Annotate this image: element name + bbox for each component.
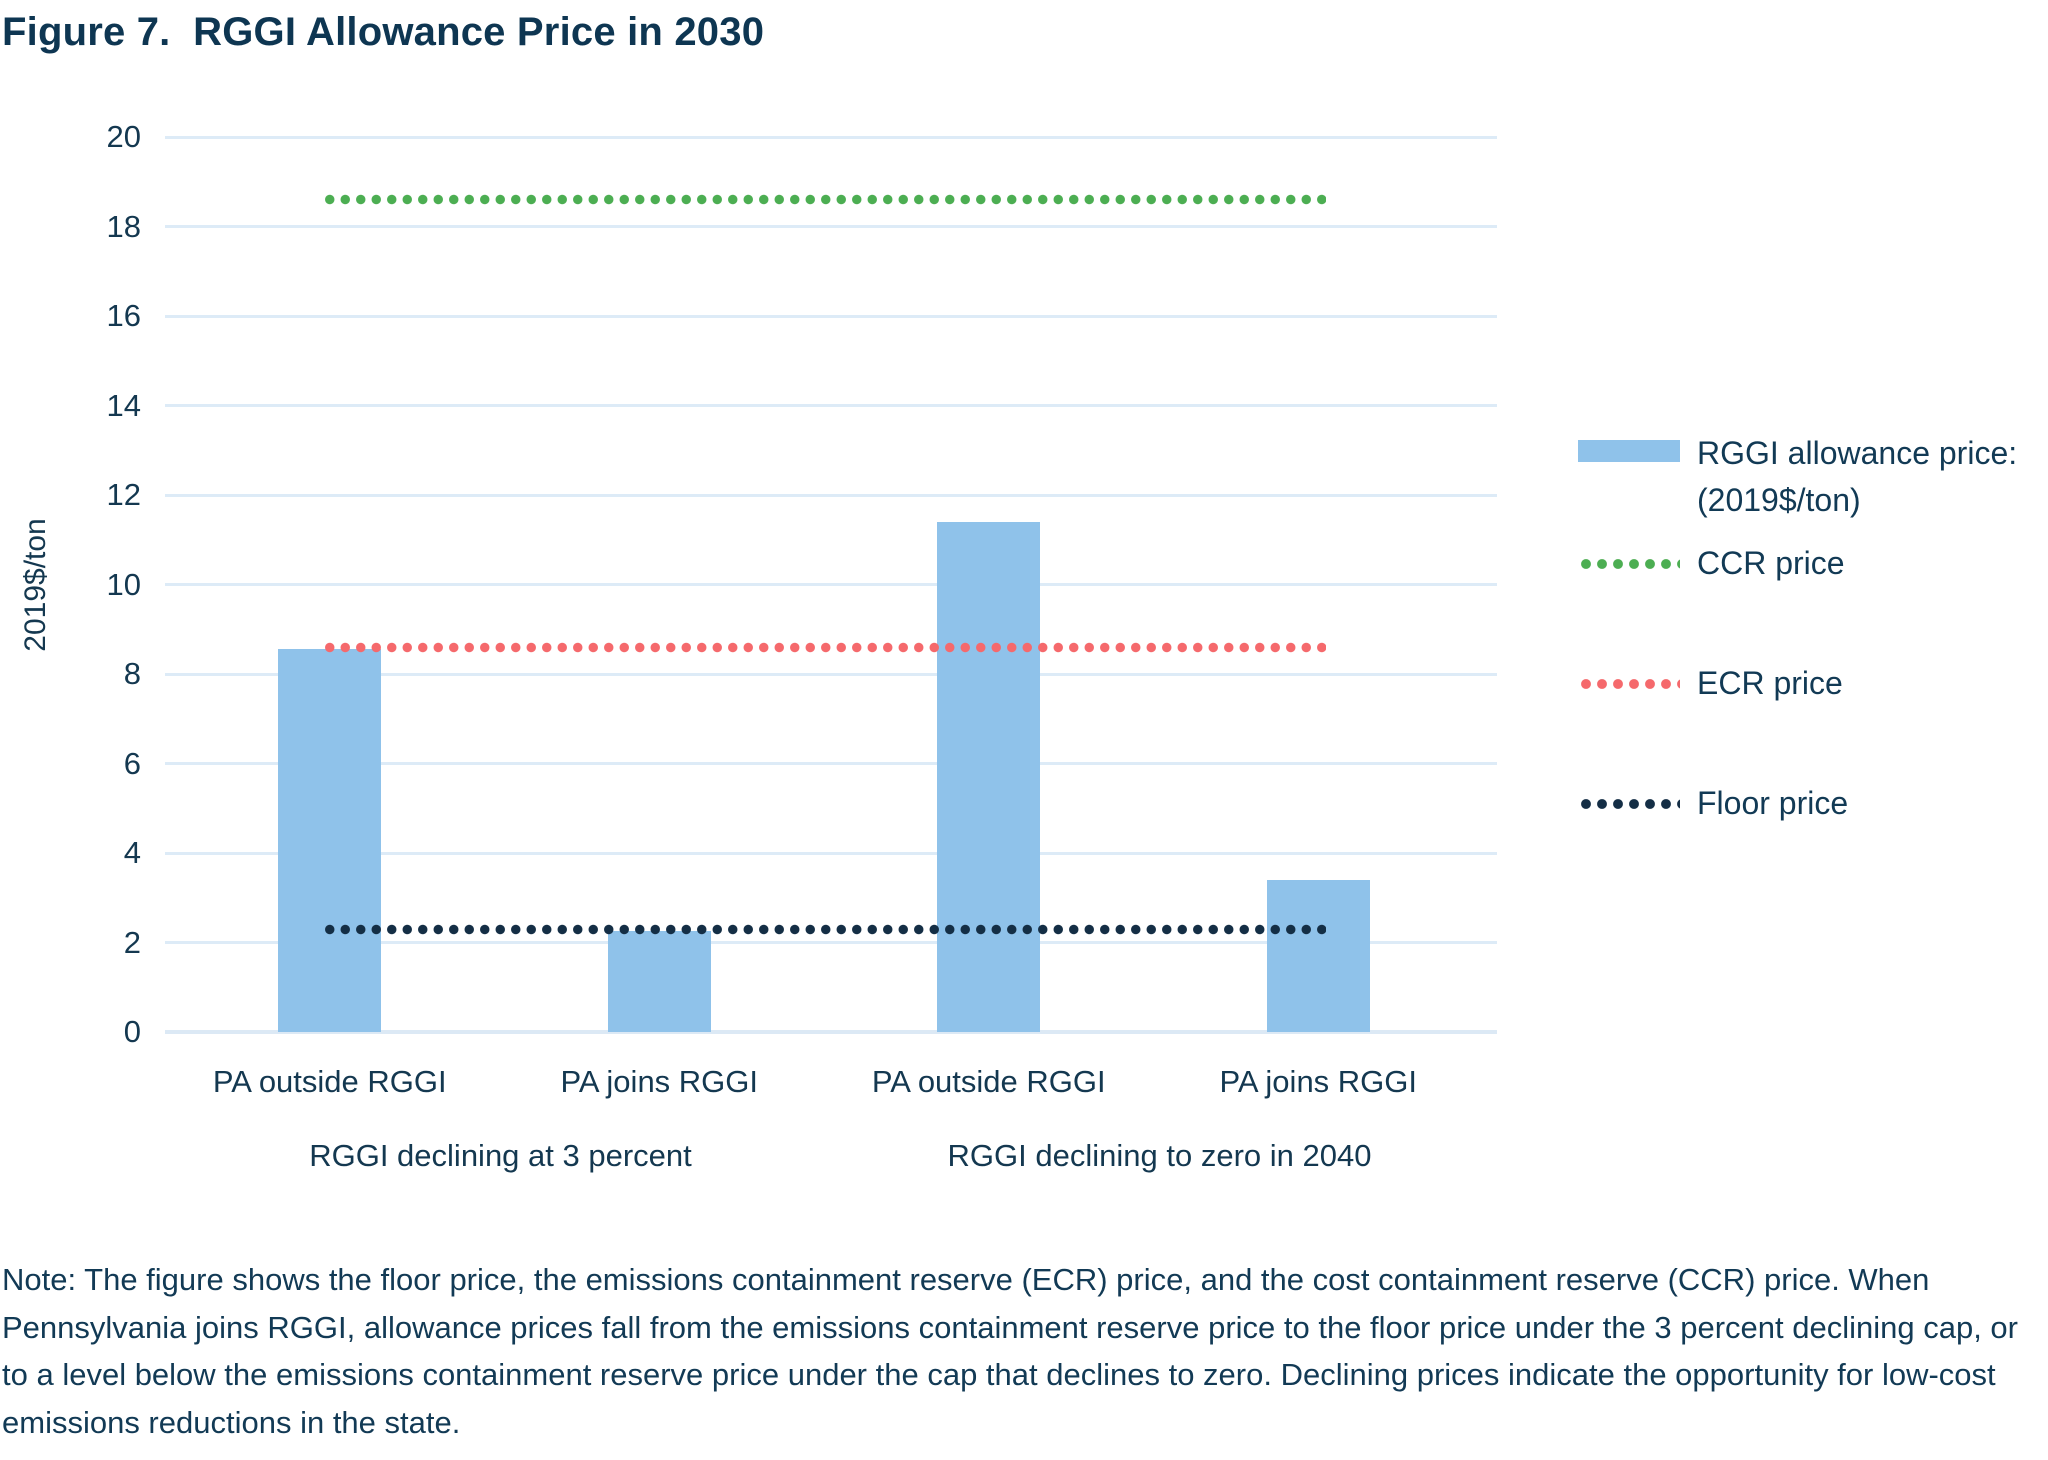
category-label-1: PA joins RGGI — [560, 1064, 759, 1099]
figure-note: Note: The figure shows the floor price, … — [2, 1262, 2018, 1440]
y-tick-label-16: 16 — [106, 298, 141, 333]
legend-item-allowance-price: RGGI allowance price: (2019$/ton) — [1578, 430, 2048, 524]
plot-area: 0 2 4 6 8 10 12 14 16 18 20 PA outside RGGI PA joins… — [107, 119, 1497, 1173]
y-tick-label-8: 8 — [123, 656, 141, 691]
category-label-2: PA outside RGGI — [871, 1064, 1106, 1099]
floor-price-line — [321, 923, 1327, 935]
bar-pa-joins-rggi-1 — [607, 931, 711, 1032]
ecr-dotted-swatch — [1578, 677, 1680, 690]
y-tick-label-14: 14 — [106, 387, 141, 423]
category-label-3: PA joins RGGI — [1219, 1064, 1418, 1099]
ccr-price-line — [321, 194, 1327, 206]
group-label-0: RGGI declining at 3 percent — [309, 1138, 692, 1173]
y-tick-label-18: 18 — [106, 208, 141, 244]
bar-pa-outside-rggi-2 — [937, 521, 1041, 1032]
gridline-y-12 — [165, 493, 1497, 497]
legend-item-floor: Floor price — [1578, 780, 2048, 827]
legend-label-allowance-line2: (2019$/ton) — [1697, 482, 1861, 518]
y-tick-label-10: 10 — [106, 566, 141, 602]
gridline-y-8 — [165, 672, 1497, 676]
chart-legend: RGGI allowance price: (2019$/ton) CCR pr… — [1578, 430, 2048, 827]
gridline-y-16 — [165, 314, 1497, 318]
group-label-1: RGGI declining to zero in 2040 — [947, 1138, 1372, 1173]
figure-title: Figure 7. RGGI Allowance Price in 2030 — [2, 10, 765, 54]
legend-label-allowance-line1: RGGI allowance price: — [1697, 435, 2018, 471]
gridline-y-6 — [165, 762, 1497, 765]
y-tick-label-2: 2 — [123, 924, 141, 960]
gridline-y-18 — [165, 225, 1497, 228]
bar-pa-joins-rggi-3 — [1266, 879, 1370, 1032]
y-tick-label-20: 20 — [106, 119, 141, 154]
legend-label-ccr: CCR price — [1697, 545, 1845, 581]
gridline-y-2 — [165, 941, 1497, 944]
y-tick-label-4: 4 — [123, 835, 141, 870]
floor-dotted-swatch — [1578, 797, 1680, 810]
legend-label-floor: Floor price — [1697, 785, 1849, 821]
gridline-y-14 — [165, 404, 1497, 407]
gridline-y-4 — [165, 851, 1497, 855]
ecr-price-line — [321, 641, 1327, 653]
bar-series-swatch — [1578, 440, 1680, 462]
category-label-0: PA outside RGGI — [212, 1064, 447, 1099]
y-tick-label-6: 6 — [123, 745, 141, 781]
y-tick-label-12: 12 — [106, 477, 141, 512]
y-tick-label-0: 0 — [123, 1014, 141, 1049]
bar-pa-outside-rggi-0 — [278, 649, 382, 1032]
legend-item-ecr: ECR price — [1578, 660, 2048, 707]
ccr-dotted-swatch — [1578, 557, 1680, 570]
legend-item-ccr: CCR price — [1578, 540, 2048, 587]
legend-label-ecr: ECR price — [1697, 665, 1843, 701]
x-axis-line — [165, 1030, 1497, 1034]
gridline-y-20 — [165, 135, 1497, 139]
gridline-y-10 — [165, 583, 1497, 586]
